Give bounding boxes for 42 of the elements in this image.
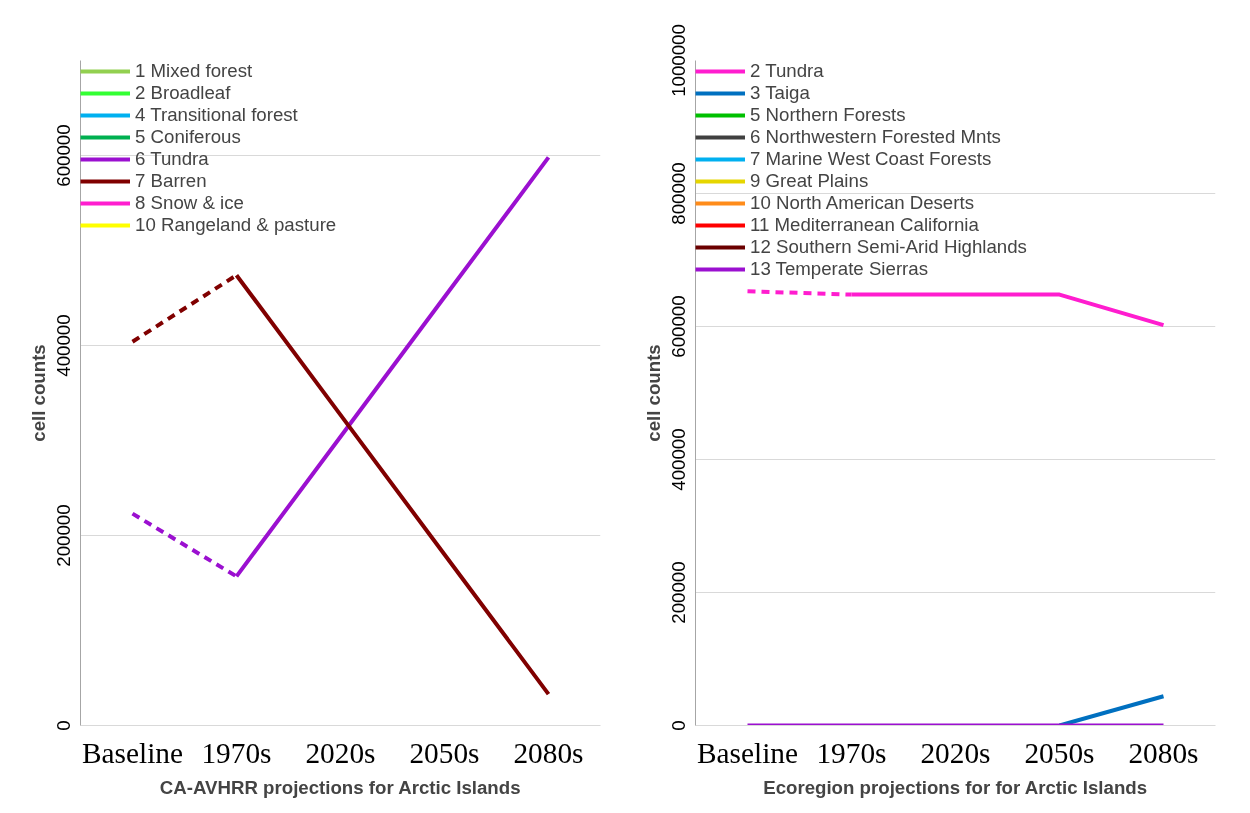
y-tick-label: 400000: [667, 428, 689, 491]
legend-label: 7 Barren: [135, 170, 207, 192]
x-tick-label: 2020s: [305, 736, 376, 769]
legend-label: 3 Taiga: [750, 82, 810, 104]
y-tick-label: 200000: [52, 504, 74, 567]
x-tick-label: Baseline: [82, 736, 184, 769]
x-tick-label: 2080s: [513, 736, 584, 769]
legend-label: 5 Coniferous: [135, 126, 241, 148]
legend-label: 13 Temperate Sierras: [750, 258, 929, 280]
y-axis-title: cell counts: [27, 344, 49, 442]
legend-label: 8 Snow & ice: [135, 192, 244, 214]
legend-label: 9 Great Plains: [750, 170, 869, 192]
x-tick-label: 2050s: [409, 736, 480, 769]
y-tick-label: 400000: [52, 314, 74, 377]
x-tick-label: 1970s: [201, 736, 272, 769]
x-tick-label: 2020s: [920, 736, 991, 769]
legend-label: 1 Mixed forest: [135, 60, 253, 82]
y-tick-label: 800000: [667, 162, 689, 225]
x-tick-label: Baseline: [697, 736, 799, 769]
y-tick-label: 0: [667, 720, 689, 731]
y-tick-label: 600000: [52, 124, 74, 187]
legend-label: 2 Broadleaf: [135, 82, 231, 104]
legend-label: 4 Transitional forest: [135, 104, 298, 126]
y-tick-label: 200000: [667, 561, 689, 624]
legend-label: 12 Southern Semi-Arid Highlands: [750, 236, 1027, 258]
legend-label: 6 Northwestern Forested Mnts: [750, 126, 1001, 148]
legend-label: 7 Marine West Coast Forests: [750, 148, 992, 170]
legend-label: 2 Tundra: [750, 60, 824, 82]
x-tick-label: 1970s: [816, 736, 887, 769]
y-tick-label: 0: [52, 720, 74, 731]
legend-label: 10 North American Deserts: [750, 192, 974, 214]
x-tick-label: 2050s: [1024, 736, 1095, 769]
legend-label: 5 Northern Forests: [750, 104, 906, 126]
legend-label: 10 Rangeland & pasture: [135, 214, 337, 236]
legend-label: 6 Tundra: [135, 148, 209, 170]
legend-label: 11 Mediterranean California: [750, 214, 979, 236]
y-tick-label: 1000000: [667, 24, 689, 97]
y-tick-label: 600000: [667, 295, 689, 358]
x-axis-title: Ecoregion projections for for Arctic Islands: [763, 776, 1148, 798]
x-tick-label: 2080s: [1128, 736, 1199, 769]
x-axis-title: CA-AVHRR projections for Arctic Islands: [159, 776, 521, 798]
y-axis-title: cell counts: [642, 344, 664, 442]
